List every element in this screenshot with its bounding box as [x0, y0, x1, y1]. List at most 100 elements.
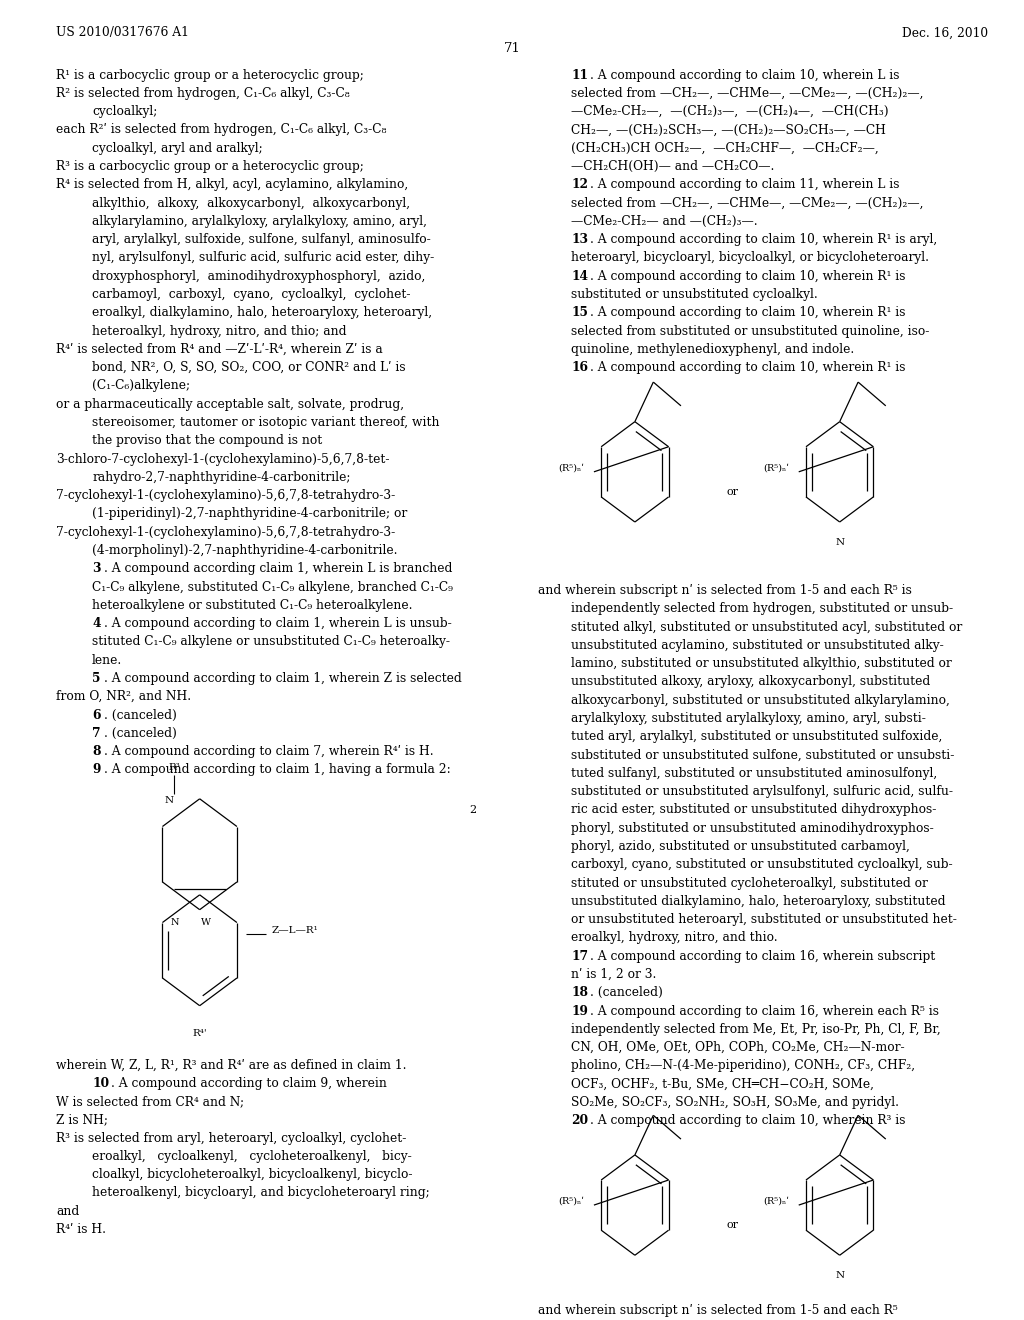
Text: . A compound according to claim 11, wherein L is: . A compound according to claim 11, wher…: [590, 178, 899, 191]
Text: 17: 17: [571, 949, 589, 962]
Text: . A compound according to claim 1, having a formula 2:: . A compound according to claim 1, havin…: [104, 763, 452, 776]
Text: R³ is selected from aryl, heteroaryl, cycloalkyl, cyclohet-: R³ is selected from aryl, heteroaryl, cy…: [56, 1131, 407, 1144]
Text: pholino, CH₂—N-(4-Me-piperidino), CONH₂, CF₃, CHF₂,: pholino, CH₂—N-(4-Me-piperidino), CONH₂,…: [571, 1060, 915, 1072]
Text: 20: 20: [571, 1114, 589, 1127]
Text: aryl, arylalkyl, sulfoxide, sulfone, sulfanyl, aminosulfo-: aryl, arylalkyl, sulfoxide, sulfone, sul…: [92, 234, 431, 246]
Text: substituted or unsubstituted sulfone, substituted or unsubsti-: substituted or unsubstituted sulfone, su…: [571, 748, 954, 762]
Text: heteroaryl, bicycloaryl, bicycloalkyl, or bicycloheteroaryl.: heteroaryl, bicycloaryl, bicycloalkyl, o…: [571, 252, 930, 264]
Text: cycloalkyl, aryl and aralkyl;: cycloalkyl, aryl and aralkyl;: [92, 141, 263, 154]
Text: . A compound according to claim 10, wherein R¹ is: . A compound according to claim 10, wher…: [590, 269, 905, 282]
Text: . A compound according to claim 10, wherein R¹ is: . A compound according to claim 10, wher…: [590, 306, 905, 319]
Text: 10: 10: [92, 1077, 110, 1090]
Text: (R⁵)ₙʹ: (R⁵)ₙʹ: [763, 1197, 788, 1205]
Text: heteroalkenyl, bicycloaryl, and bicycloheteroaryl ring;: heteroalkenyl, bicycloaryl, and bicycloh…: [92, 1187, 430, 1200]
Text: 11: 11: [571, 69, 589, 82]
Text: 14: 14: [571, 269, 589, 282]
Text: independently selected from hydrogen, substituted or unsub-: independently selected from hydrogen, su…: [571, 602, 953, 615]
Text: wherein W, Z, L, R¹, R³ and R⁴ʹ are as defined in claim 1.: wherein W, Z, L, R¹, R³ and R⁴ʹ are as d…: [56, 1059, 407, 1072]
Text: independently selected from Me, Et, Pr, iso-Pr, Ph, Cl, F, Br,: independently selected from Me, Et, Pr, …: [571, 1023, 941, 1036]
Text: selected from —CH₂—, —CHMe—, —CMe₂—, —(CH₂)₂—,: selected from —CH₂—, —CHMe—, —CMe₂—, —(C…: [571, 87, 924, 100]
Text: N: N: [836, 1271, 844, 1280]
Text: or a pharmaceutically acceptable salt, solvate, prodrug,: or a pharmaceutically acceptable salt, s…: [56, 397, 404, 411]
Text: carbamoyl,  carboxyl,  cyano,  cycloalkyl,  cyclohet-: carbamoyl, carboxyl, cyano, cycloalkyl, …: [92, 288, 411, 301]
Text: Dec. 16, 2010: Dec. 16, 2010: [902, 26, 988, 40]
Text: N: N: [171, 917, 179, 927]
Text: droxyphosphoryl,  aminodihydroxyphosphoryl,  azido,: droxyphosphoryl, aminodihydroxyphosphory…: [92, 269, 426, 282]
Text: bond, NR², O, S, SO, SO₂, COO, or CONR² and Lʹ is: bond, NR², O, S, SO, SO₂, COO, or CONR² …: [92, 362, 406, 374]
Text: heteroalkylene or substituted C₁-C₉ heteroalkylene.: heteroalkylene or substituted C₁-C₉ hete…: [92, 599, 413, 611]
Text: . A compound according to claim 16, wherein each R⁵ is: . A compound according to claim 16, wher…: [590, 1005, 939, 1018]
Text: N: N: [165, 796, 173, 805]
Text: W is selected from CR⁴ and N;: W is selected from CR⁴ and N;: [56, 1096, 245, 1107]
Text: stituted alkyl, substituted or unsubstituted acyl, substituted or: stituted alkyl, substituted or unsubstit…: [571, 620, 963, 634]
Text: R¹ is a carbocyclic group or a heterocyclic group;: R¹ is a carbocyclic group or a heterocyc…: [56, 69, 365, 82]
Text: 13: 13: [571, 234, 589, 246]
Text: unsubstituted alkoxy, aryloxy, alkoxycarbonyl, substituted: unsubstituted alkoxy, aryloxy, alkoxycar…: [571, 676, 931, 689]
Text: . (canceled): . (canceled): [590, 986, 663, 999]
Text: and wherein subscript nʹ is selected from 1-5 and each R⁵ is: and wherein subscript nʹ is selected fro…: [538, 583, 911, 597]
Text: C₁-C₉ alkylene, substituted C₁-C₉ alkylene, branched C₁-C₉: C₁-C₉ alkylene, substituted C₁-C₉ alkyle…: [92, 581, 453, 594]
Text: nʹ is 1, 2 or 3.: nʹ is 1, 2 or 3.: [571, 968, 656, 981]
Text: R³: R³: [168, 763, 180, 772]
Text: (4-morpholinyl)-2,7-naphthyridine-4-carbonitrile.: (4-morpholinyl)-2,7-naphthyridine-4-carb…: [92, 544, 397, 557]
Text: phoryl, substituted or unsubstituted aminodihydroxyphos-: phoryl, substituted or unsubstituted ami…: [571, 822, 934, 834]
Text: 71: 71: [504, 42, 520, 55]
Text: stereoisomer, tautomer or isotopic variant thereof, with: stereoisomer, tautomer or isotopic varia…: [92, 416, 439, 429]
Text: (1-piperidinyl)-2,7-naphthyridine-4-carbonitrile; or: (1-piperidinyl)-2,7-naphthyridine-4-carb…: [92, 507, 408, 520]
Text: and wherein subscript nʹ is selected from 1-5 and each R⁵: and wherein subscript nʹ is selected fro…: [538, 1304, 897, 1317]
Text: eroalkyl,   cycloalkenyl,   cycloheteroalkenyl,   bicy-: eroalkyl, cycloalkenyl, cycloheteroalken…: [92, 1150, 412, 1163]
Text: lamino, substituted or unsubstituted alkylthio, substituted or: lamino, substituted or unsubstituted alk…: [571, 657, 952, 671]
Text: . A compound according to claim 1, wherein Z is selected: . A compound according to claim 1, where…: [104, 672, 462, 685]
Text: phoryl, azido, substituted or unsubstituted carbamoyl,: phoryl, azido, substituted or unsubstitu…: [571, 840, 910, 853]
Text: 16: 16: [571, 362, 589, 374]
Text: or: or: [726, 487, 738, 496]
Text: 7-cyclohexyl-1-(cyclohexylamino)-5,6,7,8-tetrahydro-3-: 7-cyclohexyl-1-(cyclohexylamino)-5,6,7,8…: [56, 525, 395, 539]
Text: R⁴ʹ is H.: R⁴ʹ is H.: [56, 1224, 106, 1236]
Text: OCF₃, OCHF₂, t-Bu, SMe, CH═CH−CO₂H, SOMe,: OCF₃, OCHF₂, t-Bu, SMe, CH═CH−CO₂H, SOMe…: [571, 1077, 874, 1090]
Text: 7: 7: [92, 727, 100, 739]
Text: 15: 15: [571, 306, 588, 319]
Text: . A compound according to claim 9, wherein: . A compound according to claim 9, where…: [111, 1077, 386, 1090]
Text: cloalkyl, bicycloheteroalkyl, bicycloalkenyl, bicyclo-: cloalkyl, bicycloheteroalkyl, bicycloalk…: [92, 1168, 413, 1181]
Text: 19: 19: [571, 1005, 588, 1018]
Text: (R⁵)ₙʹ: (R⁵)ₙʹ: [763, 463, 788, 473]
Text: (C₁-C₆)alkylene;: (C₁-C₆)alkylene;: [92, 379, 190, 392]
Text: CN, OH, OMe, OEt, OPh, COPh, CO₂Me, CH₂—N-mor-: CN, OH, OMe, OEt, OPh, COPh, CO₂Me, CH₂—…: [571, 1041, 905, 1055]
Text: eroalkyl, hydroxy, nitro, and thio.: eroalkyl, hydroxy, nitro, and thio.: [571, 932, 778, 944]
Text: . A compound according claim 1, wherein L is branched: . A compound according claim 1, wherein …: [104, 562, 453, 576]
Text: . (canceled): . (canceled): [104, 709, 177, 722]
Text: stituted C₁-C₉ alkylene or unsubstituted C₁-C₉ heteroalky-: stituted C₁-C₉ alkylene or unsubstituted…: [92, 635, 451, 648]
Text: . A compound according to claim 16, wherein subscript: . A compound according to claim 16, wher…: [590, 949, 935, 962]
Text: 6: 6: [92, 709, 100, 722]
Text: rahydro-2,7-naphthyridine-4-carbonitrile;: rahydro-2,7-naphthyridine-4-carbonitrile…: [92, 471, 350, 484]
Text: R² is selected from hydrogen, C₁-C₆ alkyl, C₃-C₈: R² is selected from hydrogen, C₁-C₆ alky…: [56, 87, 350, 100]
Text: tuted sulfanyl, substituted or unsubstituted aminosulfonyl,: tuted sulfanyl, substituted or unsubstit…: [571, 767, 938, 780]
Text: ric acid ester, substituted or unsubstituted dihydroxyphos-: ric acid ester, substituted or unsubstit…: [571, 804, 937, 816]
Text: nyl, arylsulfonyl, sulfuric acid, sulfuric acid ester, dihy-: nyl, arylsulfonyl, sulfuric acid, sulfur…: [92, 252, 434, 264]
Text: heteroalkyl, hydroxy, nitro, and thio; and: heteroalkyl, hydroxy, nitro, and thio; a…: [92, 325, 347, 338]
Text: 4: 4: [92, 618, 100, 630]
Text: —CH₂CH(OH)— and —CH₂CO—.: —CH₂CH(OH)— and —CH₂CO—.: [571, 160, 775, 173]
Text: substituted or unsubstituted arylsulfonyl, sulfuric acid, sulfu-: substituted or unsubstituted arylsulfony…: [571, 785, 953, 799]
Text: Z—L—R¹: Z—L—R¹: [271, 925, 318, 935]
Text: 12: 12: [571, 178, 589, 191]
Text: 9: 9: [92, 763, 100, 776]
Text: selected from substituted or unsubstituted quinoline, iso-: selected from substituted or unsubstitut…: [571, 325, 930, 338]
Text: unsubstituted acylamino, substituted or unsubstituted alky-: unsubstituted acylamino, substituted or …: [571, 639, 944, 652]
Text: . A compound according to claim 7, wherein R⁴ʹ is H.: . A compound according to claim 7, where…: [104, 744, 434, 758]
Text: (CH₂CH₃)CH OCH₂—,  —CH₂CHF—,  —CH₂CF₂—,: (CH₂CH₃)CH OCH₂—, —CH₂CHF—, —CH₂CF₂—,: [571, 141, 880, 154]
Text: . A compound according to claim 10, wherein R¹ is aryl,: . A compound according to claim 10, wher…: [590, 234, 937, 246]
Text: SO₂Me, SO₂CF₃, SO₂NH₂, SO₃H, SO₃Me, and pyridyl.: SO₂Me, SO₂CF₃, SO₂NH₂, SO₃H, SO₃Me, and …: [571, 1096, 899, 1109]
Text: . A compound according to claim 10, wherein L is: . A compound according to claim 10, wher…: [590, 69, 899, 82]
Text: selected from —CH₂—, —CHMe—, —CMe₂—, —(CH₂)₂—,: selected from —CH₂—, —CHMe—, —CMe₂—, —(C…: [571, 197, 924, 210]
Text: 2: 2: [469, 805, 476, 816]
Text: arylalkyloxy, substituted arylalkyloxy, amino, aryl, substi-: arylalkyloxy, substituted arylalkyloxy, …: [571, 711, 927, 725]
Text: each R²ʹ is selected from hydrogen, C₁-C₆ alkyl, C₃-C₈: each R²ʹ is selected from hydrogen, C₁-C…: [56, 124, 387, 136]
Text: eroalkyl, dialkylamino, halo, heteroaryloxy, heteroaryl,: eroalkyl, dialkylamino, halo, heteroaryl…: [92, 306, 432, 319]
Text: stituted or unsubstituted cycloheteroalkyl, substituted or: stituted or unsubstituted cycloheteroalk…: [571, 876, 929, 890]
Text: R³ is a carbocyclic group or a heterocyclic group;: R³ is a carbocyclic group or a heterocyc…: [56, 160, 365, 173]
Text: cycloalkyl;: cycloalkyl;: [92, 106, 158, 119]
Text: and: and: [56, 1205, 80, 1218]
Text: . (canceled): . (canceled): [104, 727, 177, 739]
Text: unsubstituted dialkylamino, halo, heteroaryloxy, substituted: unsubstituted dialkylamino, halo, hetero…: [571, 895, 946, 908]
